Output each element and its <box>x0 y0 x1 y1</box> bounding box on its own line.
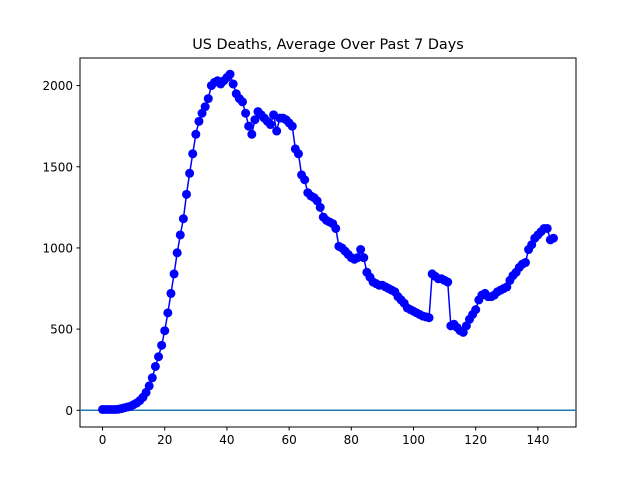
marker <box>200 102 210 112</box>
marker <box>424 313 434 323</box>
x-tick-label: 60 <box>281 433 296 447</box>
marker <box>300 175 310 185</box>
line <box>102 72 554 411</box>
marker <box>203 94 213 104</box>
marker <box>166 288 176 298</box>
marker <box>191 129 201 139</box>
marker <box>250 115 260 125</box>
x-tick-label: 40 <box>219 433 234 447</box>
marker <box>272 126 282 136</box>
marker <box>359 253 369 263</box>
x-tick-label: 120 <box>464 433 487 447</box>
y-tick-label: 500 <box>50 323 73 337</box>
marker <box>443 277 453 287</box>
marker <box>471 305 481 315</box>
marker <box>520 258 530 268</box>
marker <box>237 97 247 107</box>
marker <box>353 253 363 263</box>
marker <box>542 223 552 233</box>
x-tick-label: 80 <box>344 433 359 447</box>
marker <box>185 168 195 178</box>
chart-title: US Deaths, Average Over Past 7 Days <box>192 37 463 53</box>
plot-frame <box>79 57 577 428</box>
marker <box>225 69 235 79</box>
marker <box>157 340 167 350</box>
x-tick-label: 100 <box>402 433 425 447</box>
marker <box>265 120 275 130</box>
marker <box>172 248 182 258</box>
marker <box>194 116 204 126</box>
marker <box>178 214 188 224</box>
marker <box>287 121 297 131</box>
marker <box>144 381 154 391</box>
x-tick-label: 140 <box>526 433 549 447</box>
marker <box>169 269 179 279</box>
marker <box>160 326 170 336</box>
marker <box>182 189 192 199</box>
x-tick-label: 20 <box>157 433 172 447</box>
marker <box>331 223 341 233</box>
marker <box>315 202 325 212</box>
marker <box>293 149 303 159</box>
marker <box>228 79 238 89</box>
marker <box>356 245 366 255</box>
y-tick-label: 2000 <box>42 79 73 93</box>
marker <box>241 108 251 118</box>
y-tick-label: 1500 <box>42 160 73 174</box>
marker <box>244 121 254 131</box>
y-tick-label: 1000 <box>42 241 73 255</box>
marker <box>188 149 198 159</box>
x-tick-label: 0 <box>99 433 107 447</box>
marker <box>150 361 160 371</box>
marker <box>163 308 173 318</box>
marker <box>548 233 558 243</box>
y-tick-label: 0 <box>65 404 73 418</box>
marker <box>147 373 157 383</box>
marker <box>175 230 185 240</box>
marker <box>247 129 257 139</box>
marker <box>154 352 164 362</box>
